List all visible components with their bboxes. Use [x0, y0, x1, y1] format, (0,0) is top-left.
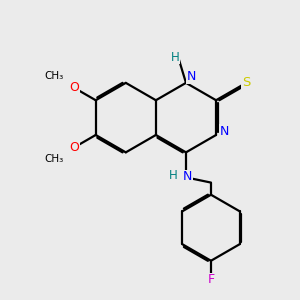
Text: N: N [183, 170, 192, 183]
Text: CH₃: CH₃ [45, 154, 64, 164]
Text: N: N [220, 125, 229, 138]
Text: CH₃: CH₃ [45, 71, 64, 81]
Text: S: S [242, 76, 250, 89]
Text: H: H [171, 51, 179, 64]
Text: H: H [169, 169, 178, 182]
Text: F: F [207, 273, 214, 286]
Text: N: N [187, 70, 196, 83]
Text: O: O [69, 141, 79, 154]
Text: O: O [69, 81, 79, 94]
